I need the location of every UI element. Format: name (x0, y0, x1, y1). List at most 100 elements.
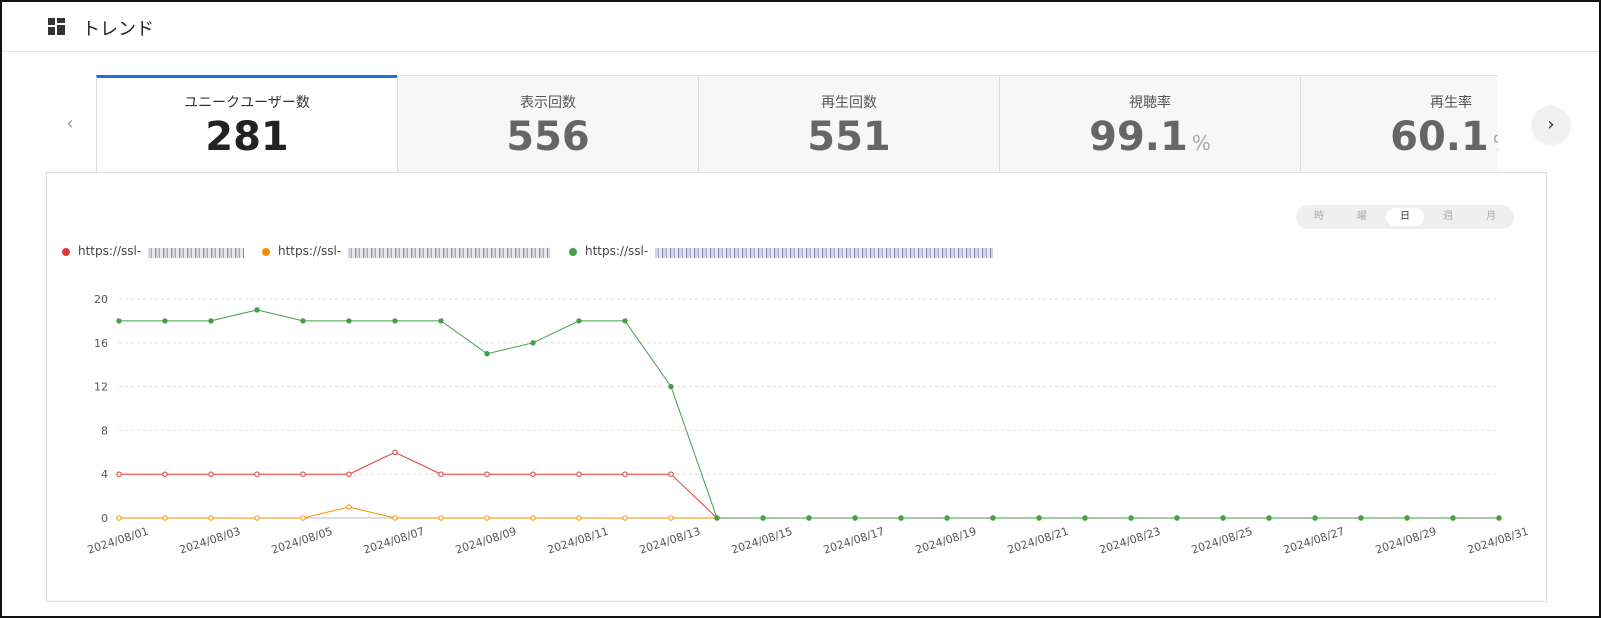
data-point (944, 515, 950, 521)
x-tick-label: 2024/08/13 (638, 525, 702, 557)
data-point (208, 515, 214, 521)
data-point (668, 471, 674, 477)
x-tick-label: 2024/08/01 (86, 525, 150, 557)
data-point (806, 515, 812, 521)
trend-line-chart: 0 4 8 12 16 20 2024/08/01 2024/08/03 2024/08/05 2… (86, 293, 1530, 557)
data-point (668, 515, 674, 521)
redacted-mask (348, 248, 550, 258)
legend-dot (62, 248, 70, 256)
data-point (576, 515, 582, 521)
data-point (346, 471, 352, 477)
data-point (254, 307, 260, 313)
data-point (300, 471, 306, 477)
x-tick-label: 2024/08/29 (1374, 525, 1438, 557)
data-point (1036, 515, 1042, 521)
y-tick-label: 12 (94, 381, 108, 394)
data-point (1082, 515, 1088, 521)
data-point (254, 471, 260, 477)
data-point (1312, 515, 1318, 521)
x-tick-label: 2024/08/25 (1190, 525, 1254, 557)
page-title: トレンド (82, 19, 154, 40)
granularity-weekday[interactable]: 曜 (1357, 211, 1367, 222)
data-point (1450, 515, 1456, 521)
y-tick-label: 20 (94, 293, 108, 306)
y-tick-label: 4 (101, 468, 108, 481)
data-point (576, 318, 582, 324)
data-point (300, 515, 306, 521)
data-point (392, 449, 398, 455)
data-point (484, 471, 490, 477)
x-tick-label: 2024/08/17 (822, 525, 886, 557)
legend-dot (262, 248, 270, 256)
data-point (208, 471, 214, 477)
granularity-hour[interactable]: 時 (1314, 211, 1324, 222)
data-point (116, 471, 122, 477)
x-tick-label: 2024/08/31 (1466, 525, 1530, 557)
tab-view-rate[interactable]: 視聴率 99.1% (999, 75, 1301, 173)
legend-url: https://ssl- (78, 244, 142, 258)
tab-plays[interactable]: 再生回数 551 (698, 75, 1000, 173)
data-point (162, 318, 168, 324)
data-point (484, 515, 490, 521)
redacted-mask (655, 248, 993, 258)
y-tick-label: 16 (94, 337, 108, 350)
data-point (1404, 515, 1410, 521)
tab-label: 表示回数 (520, 95, 576, 111)
dashboard-grid-icon (48, 18, 65, 35)
tab-label: ユニークユーザー数 (184, 95, 310, 111)
data-point (116, 515, 122, 521)
tab-value: 60.1% (1390, 114, 1498, 160)
data-point (990, 515, 996, 521)
x-tick-label: 2024/08/09 (454, 525, 518, 557)
data-point (898, 515, 904, 521)
tabs-prev-arrow-icon[interactable]: ‹ (66, 113, 74, 134)
data-point (1266, 515, 1272, 521)
x-tick-label: 2024/08/15 (730, 525, 794, 557)
data-point (1220, 515, 1226, 521)
redacted-mask (148, 248, 244, 258)
legend-url: https://ssl- (585, 244, 649, 258)
data-point (438, 318, 444, 324)
tab-play-rate[interactable]: 再生率 60.1% (1300, 75, 1498, 173)
x-tick-label: 2024/08/11 (546, 525, 610, 557)
data-point (162, 471, 168, 477)
data-point (208, 318, 214, 324)
granularity-day[interactable]: 日 (1386, 208, 1424, 226)
granularity-week[interactable]: 週 (1443, 211, 1453, 222)
chart-panel: 時 曜 日 週 月 https://ssl- https://ssl- http… (46, 172, 1547, 602)
metric-tabs: ユニークユーザー数 281 表示回数 556 再生回数 551 視聴率 99.1… (96, 75, 1498, 173)
data-point (392, 318, 398, 324)
tabs-next-arrow-icon[interactable]: › (1532, 106, 1570, 144)
x-tick-label: 2024/08/19 (914, 525, 978, 557)
tab-label: 再生回数 (821, 95, 877, 111)
data-point (576, 471, 582, 477)
tab-impressions[interactable]: 表示回数 556 (397, 75, 699, 173)
data-point (530, 340, 536, 346)
x-tick-label: 2024/08/07 (362, 525, 426, 557)
granularity-month[interactable]: 月 (1486, 211, 1496, 222)
data-point (346, 318, 352, 324)
y-tick-label: 8 (101, 424, 108, 437)
data-point (622, 471, 628, 477)
data-point (1358, 515, 1364, 521)
y-tick-label: 0 (101, 512, 108, 525)
data-point (162, 515, 168, 521)
data-point (1128, 515, 1134, 521)
tab-label: 再生率 (1430, 95, 1472, 111)
series-line (119, 451, 1499, 519)
data-point (254, 515, 260, 521)
x-tick-label: 2024/08/03 (178, 525, 242, 557)
legend-dot (569, 248, 577, 256)
series-line (119, 309, 1499, 519)
data-point (346, 504, 352, 510)
data-point (438, 471, 444, 477)
data-point (300, 318, 306, 324)
data-point (484, 351, 490, 357)
x-tick-label: 2024/08/05 (270, 525, 334, 557)
tab-unique-users[interactable]: ユニークユーザー数 281 (96, 75, 398, 173)
data-point (852, 515, 858, 521)
page-header: トレンド (2, 2, 1599, 52)
granularity-toggle: 時 曜 日 週 月 (1296, 205, 1514, 229)
data-point (760, 515, 766, 521)
data-point (714, 515, 720, 521)
